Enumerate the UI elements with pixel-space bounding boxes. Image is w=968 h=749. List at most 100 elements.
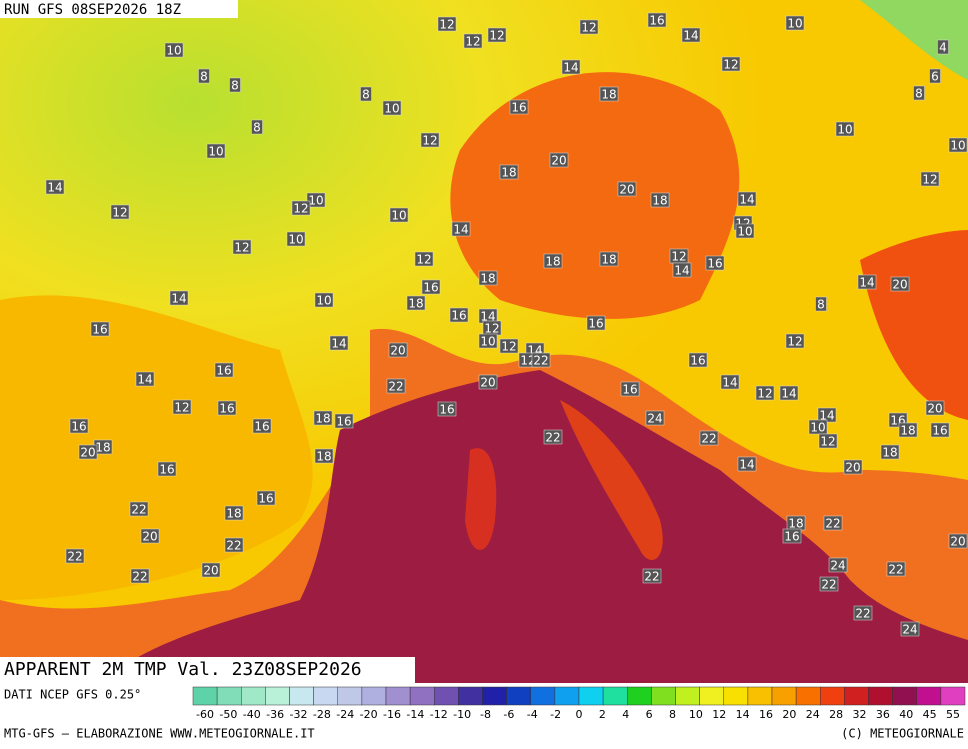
- colorbar-tick-label: 36: [876, 708, 890, 721]
- temperature-label: 16: [690, 354, 705, 368]
- temperature-label: 22: [533, 354, 548, 368]
- temperature-label: 8: [200, 70, 208, 84]
- label-box: [647, 12, 667, 28]
- temperature-label: 16: [258, 492, 273, 506]
- label-box: [157, 461, 177, 477]
- map-title: APPARENT 2M TMP Val. 23Z08SEP2026: [4, 659, 362, 680]
- label-box: [420, 132, 440, 148]
- label-box: [172, 399, 192, 415]
- colorbar-cell: [313, 686, 338, 706]
- label-box: [898, 422, 918, 438]
- temperature-label: 14: [859, 276, 874, 290]
- temperature-label: 20: [927, 402, 942, 416]
- title-box: [0, 657, 415, 683]
- data-source: DATI NCEP GFS 0.25°: [4, 688, 141, 702]
- colorbar-cell: [337, 686, 363, 706]
- temperature-label: 12: [922, 173, 937, 187]
- label-box: [329, 335, 349, 351]
- temperature-label: 22: [67, 550, 82, 564]
- label-box: [948, 533, 968, 549]
- temperature-label: 16: [649, 14, 664, 28]
- temperature-label: 20: [551, 154, 566, 168]
- label-box: [291, 200, 311, 216]
- label-box: [785, 333, 805, 349]
- label-box: [135, 371, 155, 387]
- label-box: [650, 192, 670, 208]
- label-box: [920, 171, 940, 187]
- temperature-label: 16: [423, 281, 438, 295]
- label-box: [314, 292, 334, 308]
- colorbar-tick-label: -40: [243, 708, 261, 721]
- temperature-label: 14: [331, 337, 346, 351]
- temperature-label: 16: [451, 309, 466, 323]
- label-box: [699, 430, 719, 446]
- temperature-label: 16: [932, 424, 947, 438]
- temperature-label: 16: [159, 463, 174, 477]
- label-box: [853, 605, 873, 621]
- label-box: [672, 262, 692, 278]
- temperature-label: 24: [830, 559, 845, 573]
- temperature-label: 16: [511, 101, 526, 115]
- colorbar-cell: [892, 686, 917, 706]
- label-box: [451, 221, 471, 237]
- temperature-label: 8: [817, 298, 825, 312]
- label-box: [437, 16, 457, 32]
- label-box: [334, 413, 354, 429]
- temperature-label: 18: [601, 253, 616, 267]
- temperature-label: 20: [203, 564, 218, 578]
- label-box: [586, 315, 606, 331]
- colorbar-tick-label: -24: [336, 708, 354, 721]
- colorbar-tick-label: -6: [503, 708, 514, 721]
- label-box: [65, 548, 85, 564]
- label-box: [164, 42, 184, 58]
- temperature-label: 14: [171, 292, 186, 306]
- temperature-label: 10: [384, 102, 399, 116]
- temperature-label: 16: [707, 257, 722, 271]
- temperature-label: 14: [137, 373, 152, 387]
- temperature-label: 12: [439, 18, 454, 32]
- label-box: [948, 137, 968, 153]
- label-box: [913, 85, 925, 101]
- temperature-label: 18: [882, 446, 897, 460]
- label-box: [755, 385, 775, 401]
- colorbar-cell: [627, 686, 652, 706]
- temperature-label: 14: [781, 387, 796, 401]
- temperature-label: 18: [408, 297, 423, 311]
- temperature-label: 14: [739, 458, 754, 472]
- temperature-label: 18: [501, 166, 516, 180]
- temperature-label: 18: [316, 450, 331, 464]
- label-box: [78, 444, 98, 460]
- label-box: [720, 374, 740, 390]
- temperature-label: 12: [787, 335, 802, 349]
- temperature-label: 12: [422, 134, 437, 148]
- label-box: [886, 561, 906, 577]
- temperature-label: 20: [80, 446, 95, 460]
- colorbar-tick-label: 45: [923, 708, 937, 721]
- temperature-label: 16: [588, 317, 603, 331]
- label-box: [808, 419, 828, 435]
- temperature-label: 20: [390, 344, 405, 358]
- temperature-label: 10: [391, 209, 406, 223]
- temperature-label: 10: [208, 145, 223, 159]
- label-box: [737, 456, 757, 472]
- temperature-label: 20: [892, 278, 907, 292]
- label-box: [449, 307, 469, 323]
- temperature-label: 14: [739, 193, 754, 207]
- label-box: [688, 352, 708, 368]
- label-box: [217, 400, 237, 416]
- temperature-label: 14: [480, 310, 495, 324]
- label-box: [645, 410, 665, 426]
- label-box: [169, 290, 189, 306]
- temperature-label: 12: [484, 322, 499, 336]
- label-box: [198, 68, 210, 84]
- label-box: [314, 448, 334, 464]
- temperature-label: 18: [652, 194, 667, 208]
- label-box: [386, 378, 406, 394]
- label-box: [620, 381, 640, 397]
- label-box: [531, 352, 551, 368]
- colorbar-cell: [723, 686, 749, 706]
- temperature-label: 22: [821, 578, 836, 592]
- label-box: [579, 19, 599, 35]
- temperature-label: 12: [501, 340, 516, 354]
